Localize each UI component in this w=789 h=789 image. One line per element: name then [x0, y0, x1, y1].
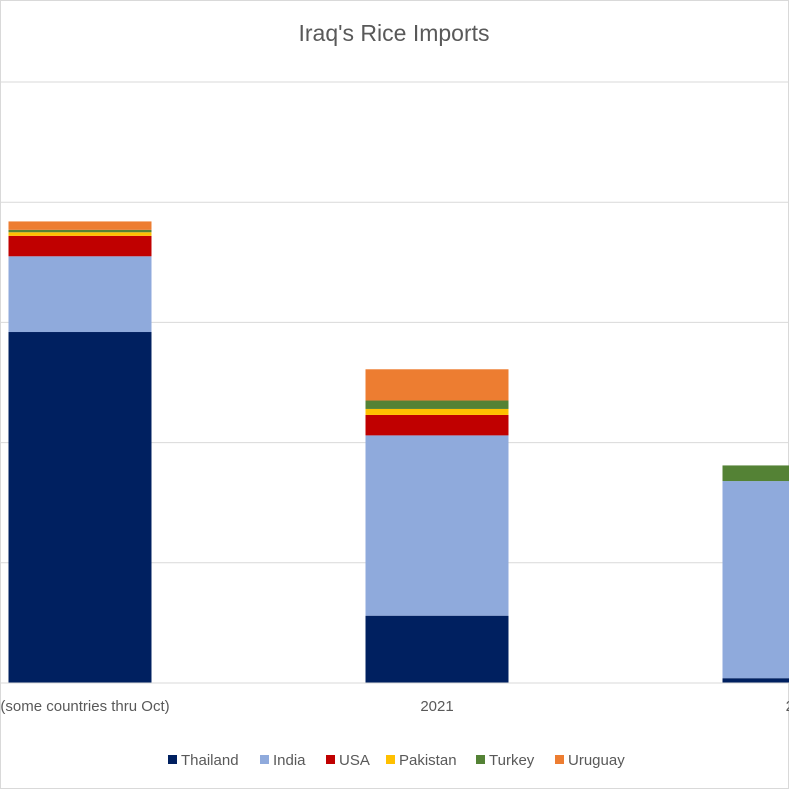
chart-title: Iraq's Rice Imports: [299, 20, 490, 46]
legend-label: India: [273, 752, 306, 769]
bar-segment-uruguay: [8, 221, 152, 230]
legend-swatch: [555, 755, 564, 764]
legend-label: USA: [339, 752, 370, 769]
bar-segment-uruguay: [365, 369, 509, 401]
bar-segment-usa: [8, 235, 152, 257]
bar-segment-thailand: [8, 332, 152, 683]
bar-segment-turkey: [722, 465, 789, 482]
bar-segment-thailand: [365, 615, 509, 683]
legend-label: Thailand: [181, 752, 239, 769]
bar-segment-india: [365, 435, 509, 616]
legend-label: Turkey: [489, 752, 535, 769]
x-tick-labels: * (some countries thru Oct) 2021 20: [0, 698, 789, 715]
bar-segment-india: [722, 481, 789, 679]
legend-swatch: [168, 755, 177, 764]
legend-swatch: [386, 755, 395, 764]
bar-segment-turkey: [8, 229, 152, 233]
bar-segment-thailand: [722, 678, 789, 683]
legend-swatch: [326, 755, 335, 764]
legend-swatch: [476, 755, 485, 764]
legend-label: Pakistan: [399, 752, 457, 769]
legend-label: Uruguay: [568, 752, 625, 769]
bar-segment-india: [8, 256, 152, 333]
legend-swatch: [260, 755, 269, 764]
bar-segment-pakistan: [8, 232, 152, 236]
x-tick-label: * (some countries thru Oct): [0, 698, 170, 715]
bar-segment-pakistan: [365, 408, 509, 415]
x-tick-label: 2021: [420, 698, 453, 715]
bar-segment-turkey: [365, 400, 509, 409]
bars: [8, 221, 789, 683]
legend: Thailand India USA Pakistan Turkey Uruguay: [168, 752, 625, 769]
x-tick-label: 20: [786, 698, 789, 715]
bar-segment-usa: [365, 414, 509, 436]
